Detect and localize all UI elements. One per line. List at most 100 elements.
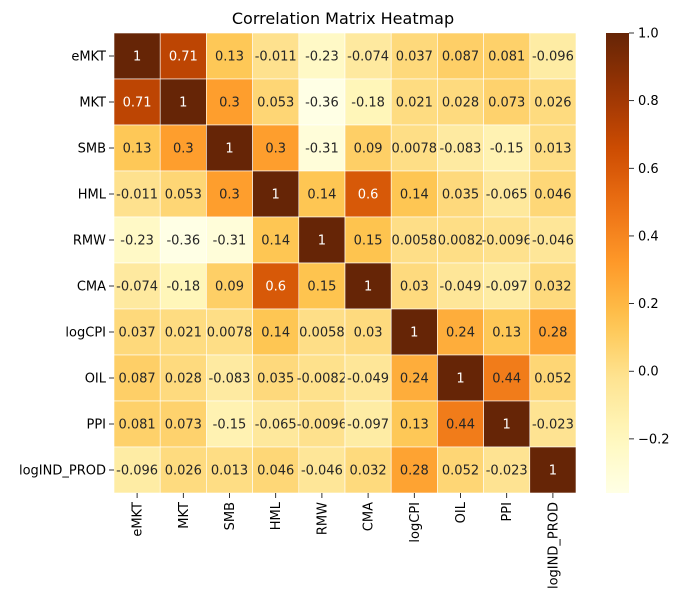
column-tick-labels: eMKT MKT SMB HML RMW CMA logCPI OIL PPI logIND_PR… <box>131 493 561 589</box>
cell-value-label: 0.3 <box>219 96 240 111</box>
heatmap-cell <box>437 446 484 494</box>
cell-value-label: -0.049 <box>347 372 389 387</box>
heatmap-cell <box>529 32 577 80</box>
heatmap-cell <box>159 124 207 172</box>
cell-value-label: 0.3 <box>265 142 286 157</box>
cell-value-label: 0.032 <box>349 464 386 479</box>
heatmap-cell <box>390 170 438 218</box>
cell-value-label: 0.013 <box>211 464 248 479</box>
heatmap-cell <box>437 32 484 80</box>
heatmap-cell <box>252 308 300 356</box>
cell-value-label: 0.71 <box>123 96 152 111</box>
cell-value-label: 0.035 <box>442 188 479 203</box>
cell-value-label: -0.23 <box>305 50 339 65</box>
heatmap-cell <box>437 354 484 402</box>
column-tick-label: SMB <box>223 502 238 530</box>
cell-value-label: -0.065 <box>486 188 528 203</box>
cell-value-label: 0.14 <box>400 188 429 203</box>
colorbar-tick-label: 1.0 <box>638 27 659 42</box>
cell-value-label: 0.0058 <box>392 234 438 249</box>
heatmap-cell <box>206 32 253 80</box>
heatmap-cell <box>252 446 300 494</box>
cell-value-label: 1 <box>225 142 233 157</box>
heatmap-cell <box>483 170 531 218</box>
heatmap-cell <box>483 78 531 126</box>
heatmap-cell <box>483 216 531 264</box>
heatmap-cell <box>483 354 531 402</box>
cell-value-label: 0.15 <box>307 280 336 295</box>
cell-value-label: 0.053 <box>257 96 294 111</box>
column-tick-label: PPI <box>500 502 515 522</box>
cell-value-label: -0.18 <box>166 280 200 295</box>
heatmap-cell <box>483 262 531 310</box>
heatmap-cell <box>483 446 531 494</box>
cell-value-label: 0.037 <box>118 326 155 341</box>
cell-value-label: 0.073 <box>165 418 202 433</box>
cell-value-label: -0.083 <box>209 372 251 387</box>
cell-value-label: 0.13 <box>215 50 244 65</box>
cell-value-label: 0.046 <box>534 188 571 203</box>
cell-value-label: 0.6 <box>265 280 286 295</box>
colorbar-tick-label: 0.6 <box>638 162 659 177</box>
heatmap-cell <box>298 354 346 402</box>
cell-value-label: -0.18 <box>351 96 385 111</box>
cell-value-label: -0.097 <box>486 280 528 295</box>
heatmap-cell <box>437 216 484 264</box>
heatmap-cell <box>529 354 577 402</box>
cell-value-label: -0.011 <box>255 50 297 65</box>
row-tick-label: logCPI <box>65 326 106 341</box>
cell-value-label: 0.14 <box>261 234 290 249</box>
heatmap-cell <box>390 446 438 494</box>
heatmap-cell <box>390 400 438 448</box>
column-tick-label: MKT <box>177 502 192 529</box>
cell-value-label: -0.0096 <box>482 234 532 249</box>
heatmap-cell <box>529 308 577 356</box>
colorbar-tick-label: −0.2 <box>638 432 670 447</box>
cell-value-label: -0.023 <box>532 418 574 433</box>
cell-value-label: 0.087 <box>442 50 479 65</box>
cell-value-label: 1 <box>364 280 372 295</box>
row-tick-label: OIL <box>85 372 107 387</box>
colorbar-tick-label: 0.4 <box>638 229 659 244</box>
heatmap-cell <box>390 216 438 264</box>
cell-value-label: 0.03 <box>400 280 429 295</box>
heatmap-cell <box>113 124 161 172</box>
cell-value-label: -0.096 <box>532 50 574 65</box>
cell-value-label: -0.023 <box>486 464 528 479</box>
heatmap-cell <box>344 170 392 218</box>
row-tick-labels: eMKT MKT SMB HML RMW CMA logCPI OIL PPI logIND_PR… <box>19 50 114 479</box>
heatmap-cell <box>298 446 346 494</box>
row-tick-label: HML <box>78 188 107 203</box>
cell-value-label: 0.013 <box>534 142 571 157</box>
cell-value-label: 0.032 <box>534 280 571 295</box>
cell-value-label: -0.046 <box>301 464 343 479</box>
heatmap-cell <box>159 400 207 448</box>
cell-value-label: 0.09 <box>215 280 244 295</box>
cell-value-label: 0.026 <box>534 96 571 111</box>
row-tick-label: PPI <box>86 418 106 433</box>
cell-value-label: -0.011 <box>116 188 158 203</box>
cell-value-label: 0.021 <box>165 326 202 341</box>
cell-value-label: -0.065 <box>255 418 297 433</box>
heatmap-cell <box>252 400 300 448</box>
heatmap-cell <box>252 354 300 402</box>
heatmap-cell <box>437 124 484 172</box>
heatmap-cell <box>483 308 531 356</box>
heatmap-cell <box>344 32 392 80</box>
cell-value-label: 0.046 <box>257 464 294 479</box>
heatmap-cell <box>206 354 253 402</box>
heatmap-cell <box>529 216 577 264</box>
heatmap-cell <box>159 354 207 402</box>
row-tick-label: RMW <box>73 234 106 249</box>
heatmap-cell <box>529 78 577 126</box>
cell-value-label: 0.0078 <box>392 142 438 157</box>
heatmap-cell <box>206 124 253 172</box>
cell-value-label: 0.081 <box>488 50 525 65</box>
heatmap-cell <box>390 78 438 126</box>
heatmap-cell <box>437 400 484 448</box>
column-tick-label: CMA <box>362 502 377 531</box>
cell-value-label: 0.0058 <box>299 326 345 341</box>
cell-value-label: -0.23 <box>120 234 154 249</box>
column-tick-label: eMKT <box>131 502 146 537</box>
